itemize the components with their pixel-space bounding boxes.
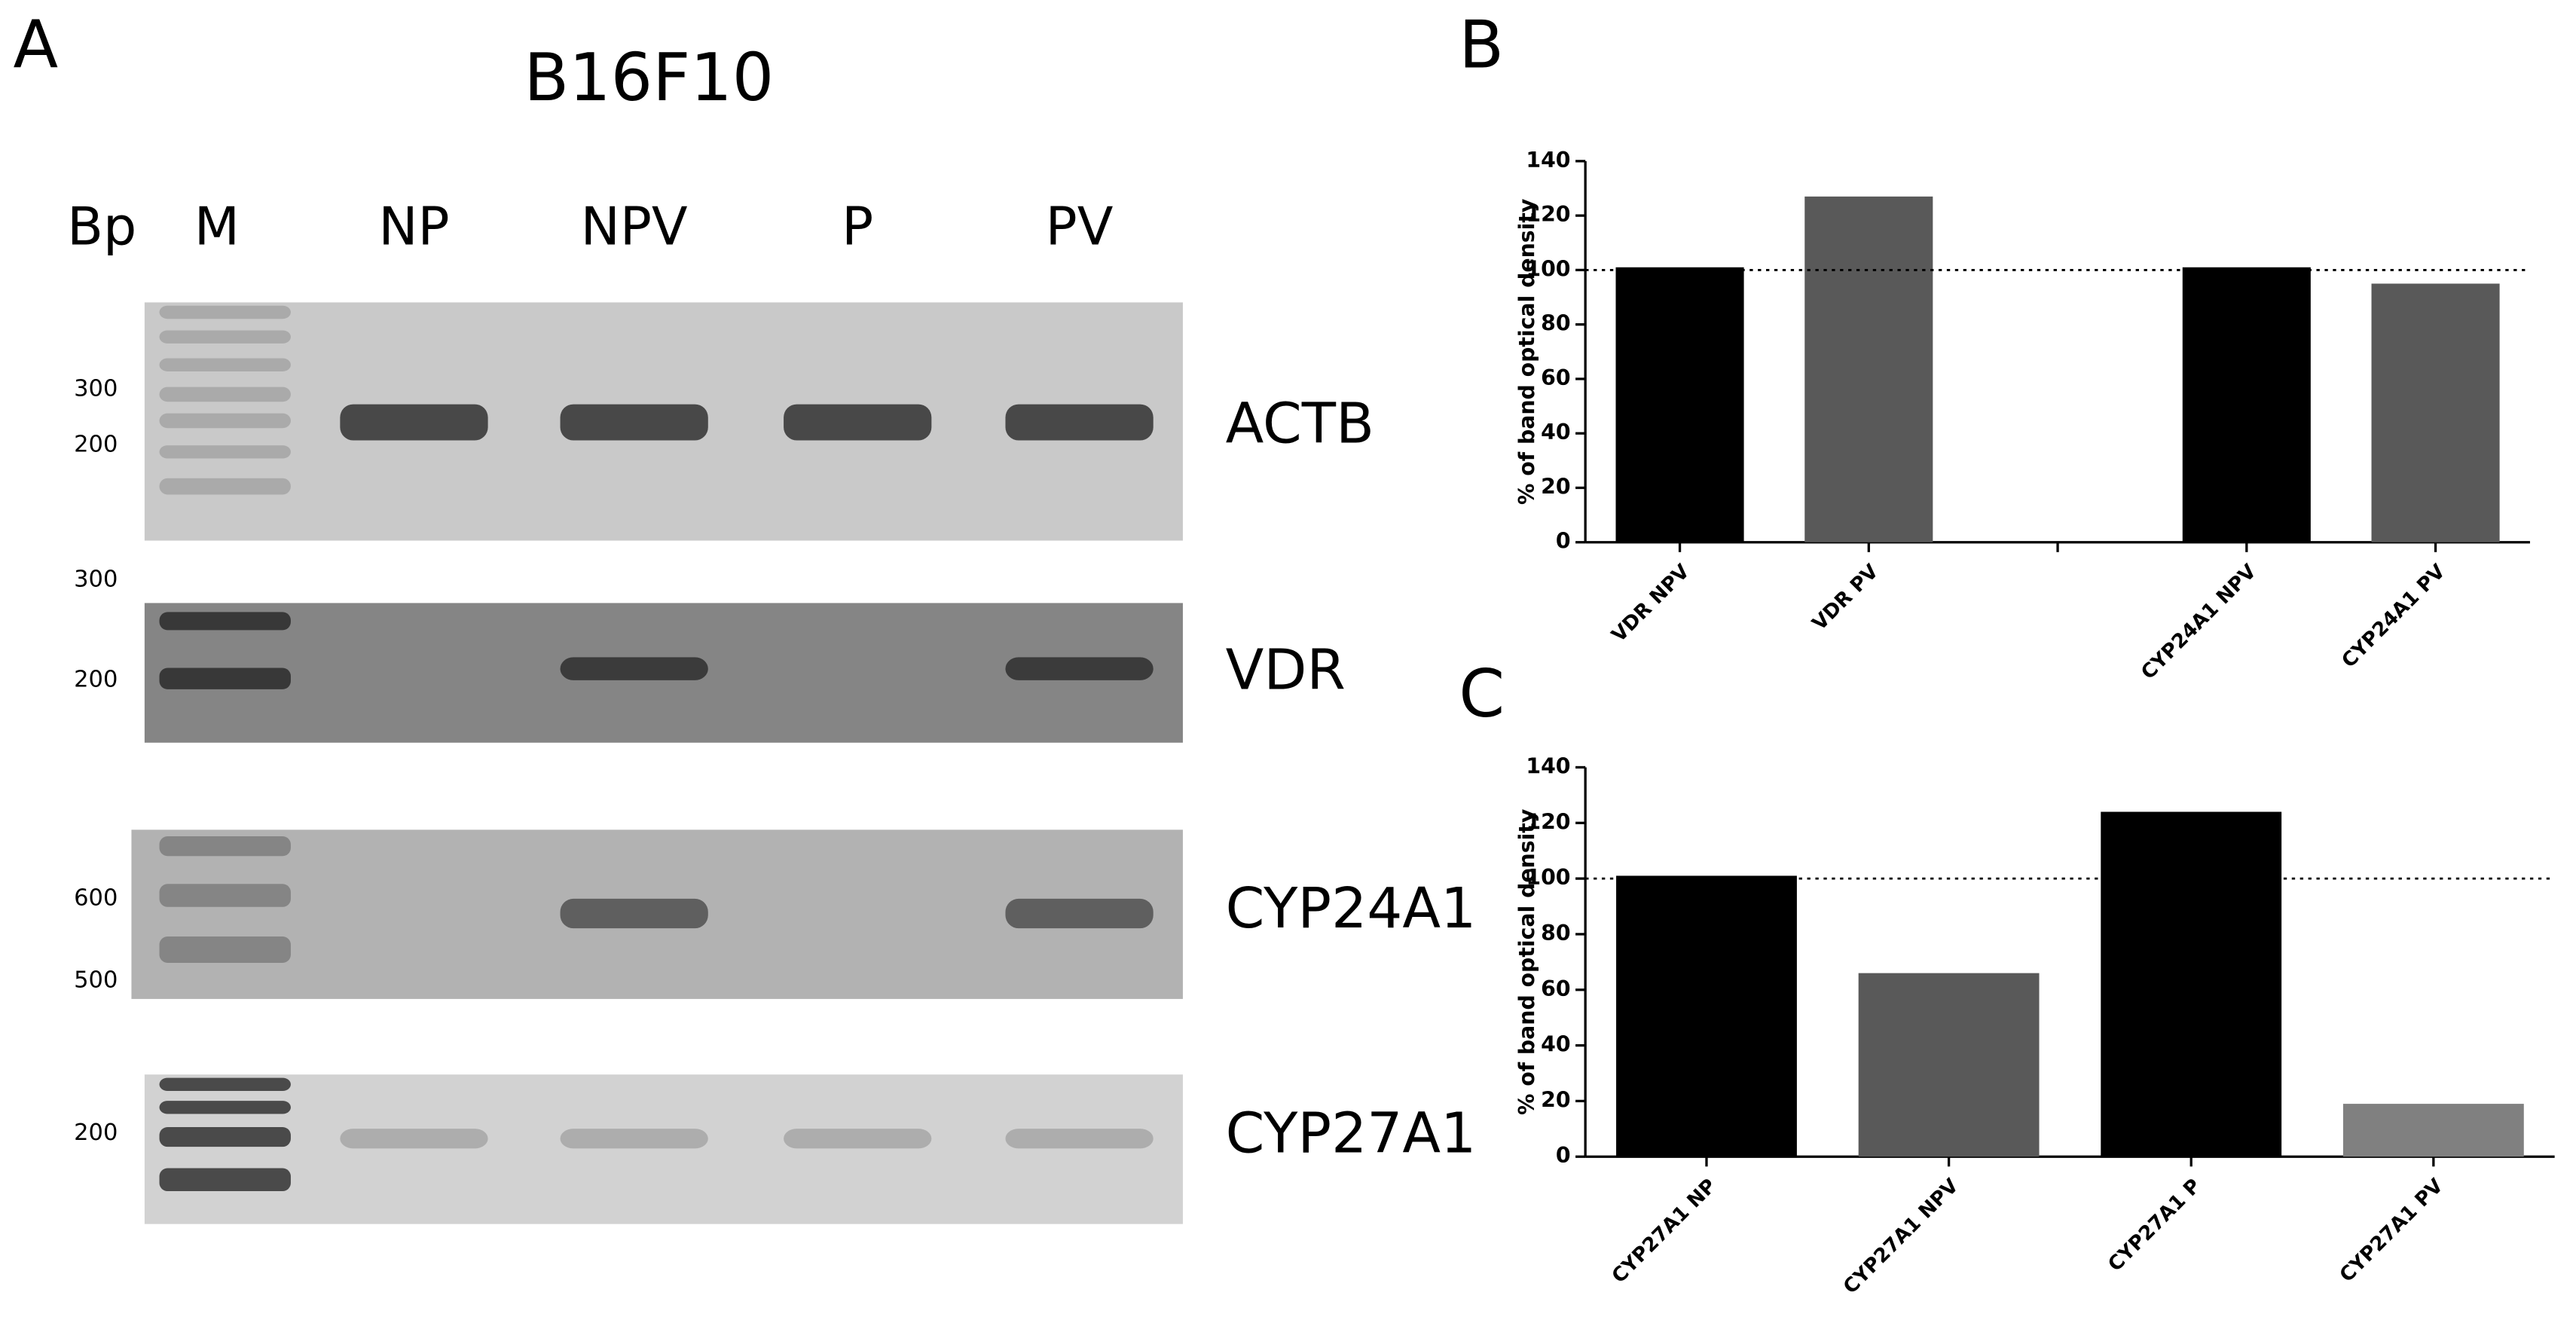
ladder-band [159,1077,291,1092]
gene-label: CYP24A1 [1226,876,1477,941]
marker-label: 200 [74,1120,118,1146]
bar [1615,267,1744,542]
gel-band [1005,898,1154,929]
ladder-band [159,836,291,857]
x-tick-label: VDR NPV [1608,560,1694,646]
bar [2182,267,2311,542]
ladder-band [159,1168,291,1192]
ladder-band [159,413,291,429]
y-tick-label: 140 [1526,148,1570,173]
bar [1858,973,2040,1157]
ladder-band [159,445,291,459]
marker-label: 600 [74,885,118,911]
gene-label: VDR [1226,638,1346,703]
bar [2101,811,2282,1157]
bar [1804,196,1933,542]
x-tick-label: CYP24A1 PV [2338,560,2450,672]
gel-title: B16F10 [524,39,774,116]
ladder-band [159,305,291,319]
panel-label: C [1459,655,1505,732]
marker-label: 300 [74,375,118,402]
gel-band [560,1129,708,1149]
gel-band [560,657,708,680]
x-tick-label: CYP27A1 NP [1608,1175,1721,1288]
ladder-band [159,1101,291,1114]
ladder-band [159,936,291,963]
bar [1616,875,1797,1157]
lane-label: M [194,196,240,257]
ladder-band [159,884,291,907]
y-tick-label: 120 [1526,809,1570,834]
gene-label: CYP27A1 [1226,1101,1477,1166]
ladder-band [159,612,291,631]
bar [2342,1104,2524,1157]
y-tick-label: 0 [1556,1143,1571,1168]
panel-label: A [13,7,58,84]
y-tick-label: 0 [1556,529,1571,554]
x-tick-label: CYP24A1 NPV [2137,560,2261,684]
lane-label: NPV [581,196,688,257]
gel-band [560,404,708,441]
y-tick-label: 20 [1541,1087,1570,1112]
marker-label: 500 [74,967,118,993]
y-tick-label: 60 [1541,365,1570,390]
x-tick-label: CYP27A1 PV [2336,1175,2448,1287]
bp-header: Bp [67,196,136,257]
marker-label: 300 [74,566,118,592]
ladder-band [159,478,291,495]
x-tick-label: CYP27A1 NPV [1839,1175,1963,1299]
ladder-band [159,358,291,371]
y-tick-label: 80 [1541,921,1570,946]
gel-band [340,1129,488,1149]
y-tick-label: 80 [1541,311,1570,336]
x-tick-label: CYP27A1 P [2104,1175,2206,1276]
gel-band [560,898,708,929]
y-tick-label: 20 [1541,474,1570,499]
ladder-band [159,1126,291,1147]
panel-label: B [1459,7,1504,84]
gel-band [1005,657,1154,680]
y-tick-label: 100 [1526,865,1570,890]
gel-band [784,404,932,441]
y-tick-label: 60 [1541,976,1570,1001]
y-tick-label: 100 [1526,256,1570,281]
ladder-band [159,386,291,402]
gel-band [1005,404,1154,441]
gel-band [340,404,488,441]
lane-label: NP [378,196,449,257]
y-axis-label: % of band optical density [1514,199,1539,505]
y-tick-label: 40 [1541,1032,1570,1057]
bar [2371,283,2500,542]
lane-label: PV [1046,196,1114,257]
marker-label: 200 [74,666,118,692]
y-axis-label: % of band optical density [1514,809,1539,1115]
marker-label: 200 [74,432,118,458]
y-tick-label: 120 [1526,202,1570,227]
y-tick-label: 40 [1541,420,1570,445]
gel-band [1005,1129,1154,1149]
gel-band [784,1129,932,1149]
x-tick-label: VDR PV [1808,560,1884,635]
y-tick-label: 140 [1526,753,1570,778]
ladder-band [159,668,291,689]
ladder-band [159,330,291,344]
gene-label: ACTB [1226,392,1374,457]
lane-label: P [842,196,873,257]
